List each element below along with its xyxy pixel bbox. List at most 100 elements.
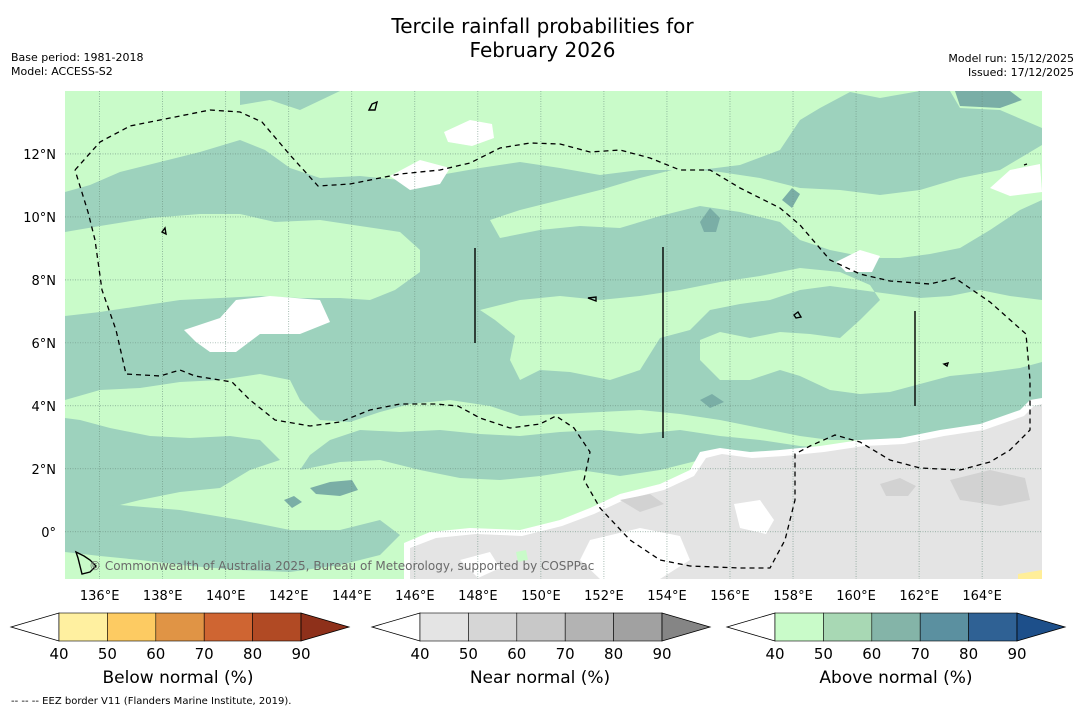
island-outline — [1023, 163, 1028, 166]
island-outlines — [74, 100, 1028, 575]
below-40-region — [1018, 570, 1042, 579]
colorbar-tick: 60 — [507, 645, 526, 663]
colorbar-segment — [419, 612, 469, 642]
eez-footnote: -- -- -- EEZ border V11 (Flanders Marine… — [11, 696, 292, 707]
colorbar-tick: 70 — [195, 645, 214, 663]
colorbar-tick: 40 — [49, 645, 68, 663]
meta-left: Base period: 1981-2018 Model: ACCESS-S2 — [11, 51, 143, 79]
lon-label: 156°E — [710, 589, 750, 604]
lat-label: 10°N — [23, 211, 56, 226]
near-normal-region — [620, 494, 664, 512]
lon-label: 146°E — [395, 589, 435, 604]
lon-label: 152°E — [584, 589, 624, 604]
colorbar-segment — [919, 612, 969, 642]
no-dominant-region — [734, 500, 774, 534]
island-outline — [587, 296, 597, 303]
no-dominant-region — [390, 160, 450, 190]
colorbar-arrow-low — [725, 612, 776, 642]
lon-label: 148°E — [458, 589, 498, 604]
graticule — [65, 91, 1042, 579]
above-50-region — [65, 214, 420, 316]
colorbars: 40 50 60 70 80 90 40 50 60 70 80 90 40 50 60 70 80 90 — [9, 612, 1067, 663]
above-50-region — [516, 550, 528, 562]
lon-label: 144°E — [332, 589, 372, 604]
colorbar-tick: 90 — [291, 645, 310, 663]
above-70-region — [782, 188, 800, 208]
colorbar-label-near: Near normal (%) — [469, 668, 611, 688]
lon-label: 164°E — [962, 589, 1002, 604]
no-dominant-region — [990, 164, 1042, 196]
colorbar: 40 50 60 70 80 90 — [9, 612, 351, 663]
colorbar-label-above: Above normal (%) — [819, 668, 973, 688]
model-run: Model run: 15/12/2025 — [948, 52, 1074, 65]
island-outline — [793, 310, 803, 319]
colorbar-segment — [155, 612, 205, 642]
chart-title: Tercile rainfall probabilities for Febru… — [0, 14, 1085, 62]
colorbar-segment — [871, 612, 921, 642]
above-60-region — [300, 430, 1042, 504]
island-outline — [74, 550, 97, 575]
colorbar-segment — [203, 612, 253, 642]
island-outline — [942, 362, 950, 368]
colorbar: 40 50 60 70 80 90 — [725, 612, 1067, 663]
near-normal-region — [880, 478, 916, 496]
colorbar-segment — [252, 612, 302, 642]
meta-right: Model run: 15/12/2025 Issued: 17/12/2025 — [948, 52, 1074, 80]
colorbar-arrow-high — [1016, 612, 1067, 642]
colorbar-segment — [468, 612, 518, 642]
colorbar-tick: 40 — [410, 645, 429, 663]
lon-label: 162°E — [899, 589, 939, 604]
lat-label: 8°N — [32, 274, 57, 289]
title-line-1: Tercile rainfall probabilities for — [391, 14, 694, 38]
issued-date: Issued: 17/12/2025 — [967, 66, 1074, 79]
no-dominant-region — [444, 120, 494, 146]
model-name: Model: ACCESS-S2 — [11, 65, 113, 78]
no-dominant-region — [836, 250, 880, 272]
above-70-region — [955, 91, 1022, 108]
colorbar-label-below: Below normal (%) — [102, 668, 254, 688]
colorbar-segment — [107, 612, 157, 642]
colorbar-tick: 50 — [814, 645, 833, 663]
island-outline — [160, 226, 167, 236]
colorbar-tick: 90 — [1007, 645, 1026, 663]
colorbar-segment — [968, 612, 1018, 642]
colorbar-tick: 80 — [604, 645, 623, 663]
colorbar-tick: 50 — [459, 645, 478, 663]
above-70-region — [700, 208, 720, 232]
title-line-2: February 2026 — [469, 38, 616, 62]
colorbar-tick: 90 — [652, 645, 671, 663]
colorbar-segment — [58, 612, 108, 642]
lon-label: 142°E — [269, 589, 309, 604]
latitude-labels: 12°N 10°N 8°N 6°N 4°N 2°N 0° — [23, 148, 56, 541]
colorbar-segment — [564, 612, 614, 642]
colorbar-tick: 60 — [146, 645, 165, 663]
colorbar-segment — [613, 612, 663, 642]
colorbar-arrow-low — [9, 612, 60, 642]
colorbar-arrow-high — [300, 612, 351, 642]
lon-label: 154°E — [647, 589, 687, 604]
lat-label: 0° — [41, 526, 56, 541]
above-70-region — [310, 480, 358, 496]
lon-label: 150°E — [521, 589, 561, 604]
lat-label: 4°N — [32, 400, 57, 415]
near-normal-region — [410, 404, 1042, 579]
probability-field — [65, 91, 1042, 579]
eez-border — [74, 109, 1031, 569]
colorbar-segment — [823, 612, 873, 642]
above-70-region — [700, 394, 724, 408]
colorbar-arrow-high — [661, 612, 712, 642]
colorbar-tick: 40 — [765, 645, 784, 663]
near-normal-region — [950, 470, 1030, 506]
island-outline — [367, 100, 379, 111]
lat-label: 12°N — [23, 148, 56, 163]
colorbar-tick: 50 — [98, 645, 117, 663]
above-50-region — [65, 91, 1042, 192]
colorbar: 40 50 60 70 80 90 — [370, 612, 712, 663]
colorbar-tick: 60 — [862, 645, 881, 663]
lat-label: 6°N — [32, 337, 57, 352]
base-period: Base period: 1981-2018 — [11, 51, 144, 64]
colorbar-tick: 70 — [556, 645, 575, 663]
lat-label: 2°N — [32, 463, 57, 478]
lon-label: 138°E — [143, 589, 183, 604]
